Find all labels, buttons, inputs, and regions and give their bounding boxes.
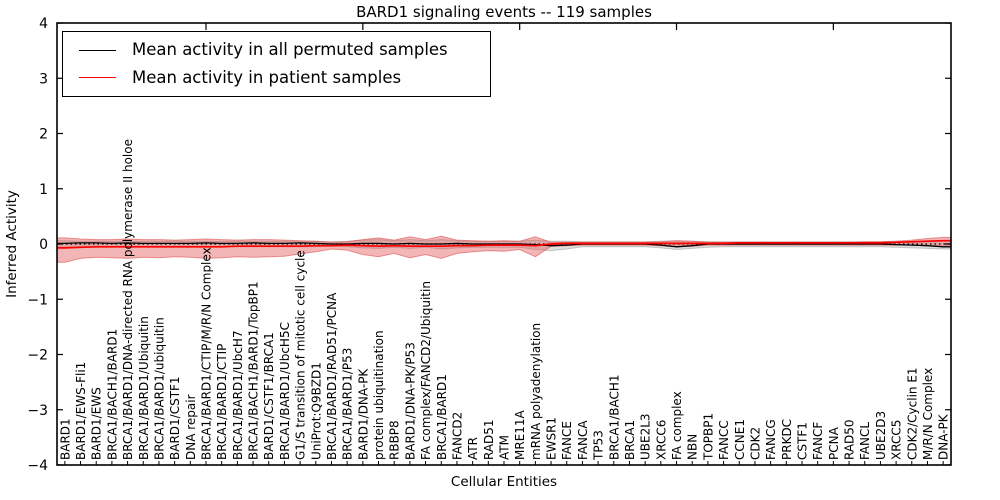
x-tick-label: BARD1/CSTF1	[168, 376, 182, 460]
legend-label-patient: Mean activity in patient samples	[132, 67, 402, 87]
x-tick-label: CCNE1	[733, 419, 747, 460]
x-tick-label: BRCA1/BARD1	[435, 374, 449, 460]
x-tick-label: FANCC	[717, 420, 731, 460]
legend: Mean activity in all permuted samples Me…	[62, 31, 491, 98]
x-tick-label: BARD1/DNA-PK/P53	[403, 342, 417, 460]
x-tick-label: DNA-PK	[937, 413, 951, 460]
x-tick-label: UBE2D3	[874, 411, 888, 460]
x-tick-label: PCNA	[827, 426, 841, 460]
x-tick-label: FANCG	[764, 419, 778, 460]
x-tick-label: FA complex/FANCD2/Ubiquitin	[419, 281, 433, 460]
x-tick-label: BRCA1/BACH1/BARD1	[105, 329, 119, 460]
y-tick-label: −1	[27, 292, 48, 308]
x-tick-label: G1/S transition of mitotic cell cycle	[294, 250, 308, 460]
x-tick-label: mRNA polyadenylation	[529, 323, 543, 460]
x-axis-label: Cellular Entities	[450, 474, 558, 490]
x-tick-label: BARD1/CSTF1/BRCA1	[262, 332, 276, 460]
x-tick-label: BRCA1/BARD1/UbcH7	[231, 330, 245, 460]
x-tick-label: BARD1/EWS-Fli1	[74, 362, 88, 460]
x-tick-label: RBBP8	[388, 420, 402, 460]
x-tick-label: BRCA1/BACH1	[607, 374, 621, 460]
y-tick-label: −2	[27, 348, 48, 364]
x-tick-label: BRCA1/BARD1/CTIP/M/R/N Complex	[200, 247, 214, 460]
x-tick-label: BRCA1/BARD1/CTIP	[215, 344, 229, 460]
x-tick-label: BRCA1/BARD1/RAD51/PCNA	[325, 292, 339, 460]
x-tick-label: BARD1/EWS	[90, 387, 104, 460]
x-tick-label: XRCC5	[890, 420, 904, 460]
x-tick-label: TOPBP1	[701, 413, 715, 461]
x-tick-label: BRCA1/BARD1/Ubiquitin	[137, 316, 151, 460]
x-tick-label: BRCA1/BARD1/UbcH5C	[278, 322, 292, 460]
y-tick-label: 1	[39, 182, 48, 198]
x-tick-label: FANCE	[560, 421, 574, 460]
permuted-mean-line	[57, 242, 951, 248]
x-tick-label: RAD51	[482, 419, 496, 460]
x-tick-label: BARD1/DNA-PK	[356, 368, 370, 460]
x-tick-label: M/R/N Complex	[921, 368, 935, 460]
patient-mean-line	[57, 239, 951, 249]
x-tick-label: MRE11A	[513, 409, 527, 460]
x-tick-label: DNA repair	[184, 394, 198, 460]
y-axis-label: Inferred Activity	[4, 190, 20, 298]
x-tick-label: CSTF1	[796, 422, 810, 460]
patient-range-band	[56, 235, 952, 263]
x-tick-label: XRCC6	[654, 420, 668, 460]
y-tick-label: −4	[27, 458, 48, 474]
x-tick-label: protein ubiquitination	[372, 330, 386, 460]
x-tick-label: TP53	[592, 430, 606, 461]
chart-title: BARD1 signaling events -- 119 samples	[356, 3, 652, 21]
x-tick-label: BRCA1/BACH1/BARD1/TopBP1	[247, 281, 261, 460]
x-tick-label: UBE2L3	[639, 413, 653, 460]
x-tick-label: FANCD2	[450, 412, 464, 460]
x-tick-label: ATR	[466, 437, 480, 460]
x-tick-label: FANCL	[858, 422, 872, 460]
x-tick-label: EWSR1	[545, 417, 559, 460]
patient-line-swatch-icon	[79, 77, 116, 79]
y-tick-label: −3	[27, 403, 48, 419]
x-tick-label: RAD50	[843, 419, 857, 460]
x-tick-label: BARD1	[58, 418, 72, 460]
legend-entry-patient: Mean activity in patient samples	[79, 68, 448, 89]
y-tick-label: 2	[39, 127, 48, 143]
x-tick-label: FANCF	[811, 422, 825, 460]
x-tick-label: NBN	[686, 434, 700, 460]
y-tick-label: 0	[39, 237, 48, 253]
x-tick-label: FANCA	[576, 420, 590, 460]
x-tick-label: PRKDC	[780, 419, 794, 460]
x-tick-label: CDK2	[748, 427, 762, 460]
permuted-line-swatch-icon	[79, 49, 116, 51]
x-tick-label: ATM	[498, 435, 512, 460]
x-tick-label: UniProt:Q9BZD1	[309, 362, 323, 460]
x-tick-label: BRCA1/BARD1/DNA-directed RNA polymerase …	[121, 139, 135, 460]
x-tick-label: BRCA1	[623, 420, 637, 460]
y-tick-label: 4	[39, 16, 48, 32]
x-tick-label: BRCA1/BARD1/P53	[341, 348, 355, 460]
x-tick-label: FA complex	[670, 391, 684, 460]
x-tick-label: BRCA1/BARD1/ubiquitin	[152, 317, 166, 460]
legend-label-permuted: Mean activity in all permuted samples	[132, 40, 448, 59]
x-tick-label: CDK2/Cyclin E1	[905, 367, 919, 460]
y-tick-label: 3	[39, 71, 48, 87]
legend-entry-permuted: Mean activity in all permuted samples	[79, 40, 448, 61]
